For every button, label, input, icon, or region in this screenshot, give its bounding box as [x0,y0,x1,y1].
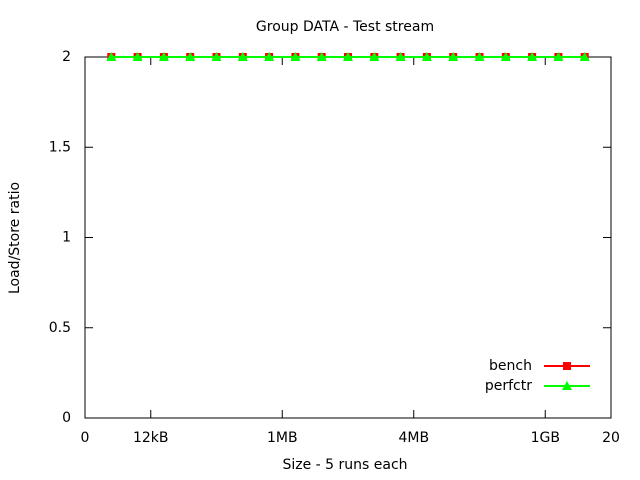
legend-label: perfctr [485,378,532,394]
x-tick-label: 1MB [267,430,298,446]
point [211,52,222,61]
x-tick-label: 20 [602,430,620,446]
point [158,52,169,61]
y-tick-label: 0 [62,410,71,426]
point [290,52,301,61]
point [237,52,248,61]
point [369,52,380,61]
y-tick-label: 0.5 [49,320,71,336]
point [185,52,196,61]
y-tick-label: 1 [62,230,71,246]
point [527,52,538,61]
legend-label: bench [489,358,532,374]
x-tick-label: 4MB [398,430,429,446]
legend-marker [563,362,571,370]
point [316,52,327,61]
point [474,52,485,61]
legend-marker [562,381,572,390]
x-tick-label: 1GB [531,430,560,446]
point [264,52,275,61]
point [106,52,117,61]
y-tick-label: 1.5 [49,139,71,155]
point [448,52,459,61]
x-tick-label: 12kB [133,430,169,446]
point [421,52,432,61]
point [553,52,564,61]
y-tick-label: 2 [62,49,71,65]
x-tick-label: 0 [81,430,90,446]
point [343,52,353,61]
chart-title: Group DATA - Test stream [256,19,434,35]
x-axis-label: Size - 5 runs each [282,457,407,473]
point [500,52,511,61]
point [132,52,143,61]
point [579,52,590,61]
y-axis-label: Load/Store ratio [7,182,23,294]
point [395,52,406,61]
